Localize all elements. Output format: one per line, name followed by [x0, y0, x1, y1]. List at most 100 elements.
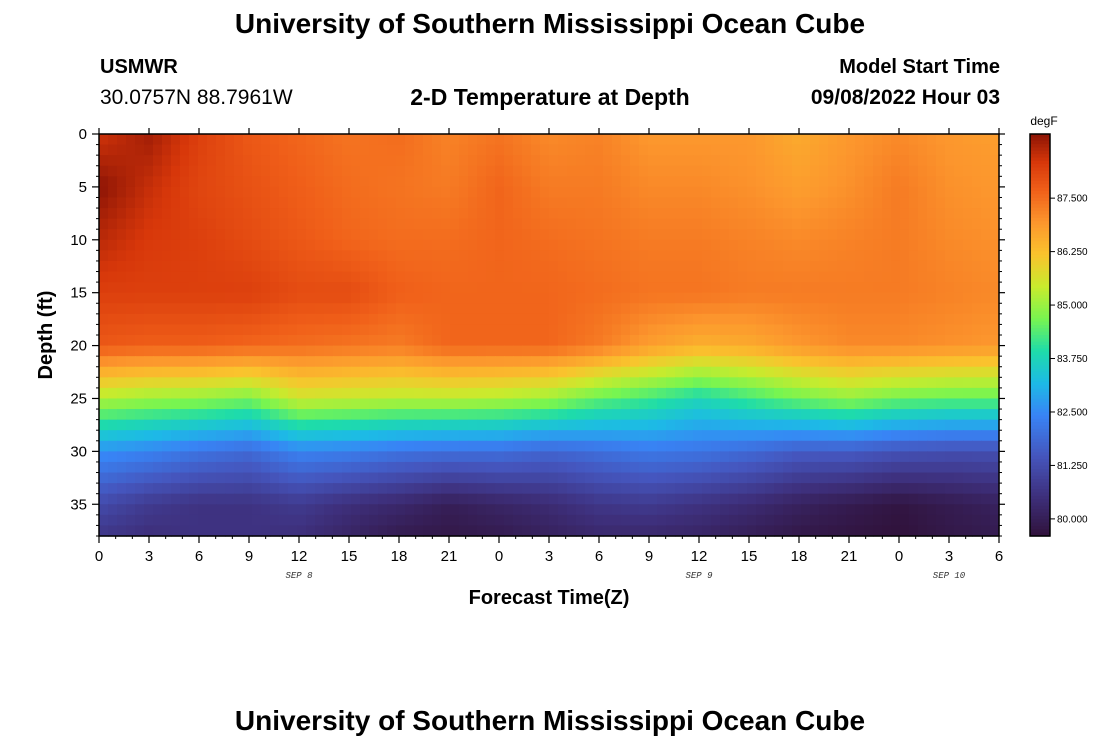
- heatmap-cell: [477, 398, 487, 410]
- heatmap-cell: [657, 218, 667, 230]
- y-tick-label: 30: [70, 443, 87, 460]
- heatmap-cell: [675, 377, 685, 389]
- heatmap-cell: [558, 398, 568, 410]
- heatmap-cell: [963, 229, 973, 241]
- heatmap-cell: [693, 504, 703, 516]
- heatmap-cell: [819, 483, 829, 495]
- heatmap-cell: [306, 324, 316, 336]
- heatmap-cell: [216, 229, 226, 241]
- heatmap-cell: [801, 197, 811, 209]
- heatmap-cell: [747, 186, 757, 199]
- heatmap-cell: [873, 134, 883, 146]
- heatmap-cell: [360, 239, 370, 251]
- heatmap-cell: [441, 356, 451, 368]
- heatmap-cell: [306, 229, 316, 241]
- heatmap-cell: [306, 292, 316, 304]
- heatmap-cell: [729, 472, 739, 484]
- heatmap-cell: [405, 398, 415, 410]
- heatmap-cell: [792, 493, 802, 505]
- heatmap-cell: [180, 440, 190, 452]
- heatmap-cell: [972, 303, 982, 315]
- heatmap-cell: [315, 504, 325, 516]
- heatmap-cell: [549, 461, 559, 474]
- heatmap-cell: [180, 165, 190, 177]
- heatmap-cell: [801, 335, 811, 347]
- heatmap-cell: [540, 504, 550, 516]
- heatmap-cell: [657, 451, 667, 463]
- heatmap-cell: [945, 461, 955, 474]
- heatmap-cell: [342, 356, 352, 368]
- heatmap-cell: [981, 514, 991, 527]
- heatmap-cell: [315, 155, 325, 167]
- heatmap-cell: [144, 176, 154, 188]
- heatmap-cell: [819, 377, 829, 389]
- heatmap-cell: [432, 335, 442, 347]
- heatmap-cell: [189, 409, 199, 421]
- heatmap-cell: [450, 250, 460, 262]
- heatmap-cell: [144, 504, 154, 516]
- heatmap-cell: [216, 377, 226, 389]
- heatmap-cell: [756, 366, 766, 378]
- heatmap-cell: [360, 440, 370, 452]
- heatmap-cell: [828, 197, 838, 209]
- heatmap-cell: [648, 398, 658, 410]
- heatmap-cell: [954, 324, 964, 336]
- heatmap-cell: [198, 493, 208, 505]
- colorbar-segment: [1030, 140, 1050, 145]
- heatmap-cell: [657, 440, 667, 452]
- heatmap-cell: [828, 409, 838, 421]
- heatmap-cell: [252, 165, 262, 177]
- heatmap-cell: [144, 303, 154, 315]
- heatmap-cell: [468, 271, 478, 283]
- heatmap-cell: [216, 493, 226, 505]
- heatmap-cell: [756, 134, 766, 146]
- heatmap-cell: [576, 525, 586, 537]
- heatmap-cell: [153, 218, 163, 230]
- heatmap-cell: [585, 239, 595, 251]
- heatmap-cell: [387, 250, 397, 262]
- heatmap-cell: [324, 313, 334, 326]
- colorbar-segment: [1030, 519, 1050, 524]
- heatmap-cell: [981, 134, 991, 146]
- heatmap-cell: [927, 525, 937, 537]
- heatmap-cell: [225, 324, 235, 336]
- x-tick-label: 0: [95, 548, 103, 565]
- heatmap-cell: [135, 430, 145, 442]
- heatmap-cell: [873, 504, 883, 516]
- heatmap-cell: [828, 144, 838, 156]
- heatmap-cell: [846, 229, 856, 241]
- heatmap-cell: [279, 239, 289, 251]
- heatmap-cell: [864, 292, 874, 304]
- heatmap-cell: [693, 493, 703, 505]
- heatmap-cell: [936, 271, 946, 283]
- colorbar-tick-label: 82.500: [1057, 407, 1088, 418]
- heatmap-cell: [630, 345, 640, 357]
- heatmap-cell: [207, 335, 217, 347]
- heatmap-cell: [936, 514, 946, 527]
- heatmap-cell: [891, 345, 901, 357]
- heatmap-cell: [261, 239, 271, 251]
- heatmap-cell: [153, 324, 163, 336]
- colorbar-segment: [1030, 241, 1050, 246]
- heatmap-cell: [558, 514, 568, 527]
- heatmap-cell: [720, 356, 730, 368]
- heatmap-cell: [351, 260, 361, 273]
- heatmap-cell: [675, 483, 685, 495]
- heatmap-cell: [270, 419, 280, 431]
- heatmap-cell: [216, 504, 226, 516]
- heatmap-cell: [216, 218, 226, 230]
- heatmap-cell: [792, 514, 802, 527]
- heatmap-cell: [468, 493, 478, 505]
- heatmap-cell: [333, 313, 343, 326]
- heatmap-cell: [657, 303, 667, 315]
- heatmap-cell: [216, 430, 226, 442]
- heatmap-cell: [486, 313, 496, 326]
- heatmap-cell: [558, 324, 568, 336]
- heatmap-cell: [855, 398, 865, 410]
- heatmap-cell: [297, 282, 307, 294]
- heatmap-cell: [261, 461, 271, 474]
- heatmap-cell: [666, 292, 676, 304]
- heatmap-cell: [630, 483, 640, 495]
- heatmap-cell: [144, 345, 154, 357]
- heatmap-cell: [513, 387, 523, 400]
